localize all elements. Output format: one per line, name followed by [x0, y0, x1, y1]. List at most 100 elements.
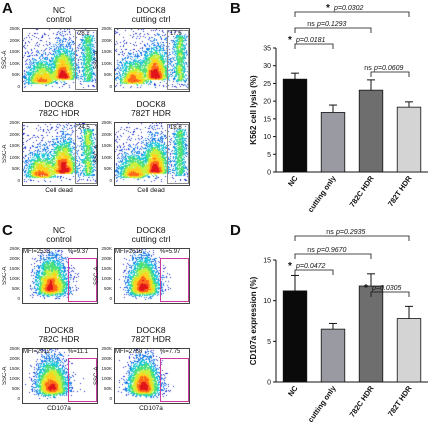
bar — [282, 78, 308, 173]
density-scatter — [23, 123, 97, 185]
gate-percentage: 24.5 — [78, 125, 90, 131]
flow-scatter-plot — [114, 28, 190, 92]
significance-bracket — [294, 43, 334, 49]
y-axis-title: SSC-A — [2, 266, 8, 285]
y-tick-label: 100K — [101, 60, 112, 66]
gate-rectangle — [159, 257, 189, 302]
x-tick-label: 782C HDR — [347, 174, 376, 209]
plot-title-line: control — [46, 14, 72, 24]
y-tick-label: 200K — [9, 356, 20, 361]
y-axis-title: SSC-A — [94, 144, 100, 163]
y-tick-label: 0 — [267, 380, 271, 387]
bar — [396, 106, 422, 173]
mfi-label: MFI=2768 — [115, 349, 143, 355]
y-tick-label: 100K — [9, 154, 20, 160]
plot-title-line: cutting ctrl — [131, 234, 171, 244]
plot-title-line: cutting ctrl — [131, 14, 171, 24]
significance-bracket — [294, 11, 410, 17]
significance-ns: ns — [307, 21, 315, 28]
y-tick-label: 200K — [101, 356, 112, 361]
y-tick-label: 150K — [101, 266, 112, 271]
y-tick-label: 100K — [101, 154, 112, 160]
bar — [282, 290, 308, 383]
y-tick-label: 0 — [109, 396, 112, 401]
y-axis-title: SSC-A — [94, 266, 100, 285]
significance-star: * — [288, 261, 292, 272]
y-tick-label: 100K — [9, 376, 20, 381]
y-tick-label: 15 — [263, 258, 271, 265]
y-tick-label: 150K — [9, 49, 20, 55]
significance-ns: ns — [364, 65, 372, 72]
gate-rectangle — [67, 357, 97, 402]
gate-rectangle — [75, 30, 97, 90]
y-tick-label: 15 — [263, 116, 271, 123]
bar — [358, 285, 384, 383]
plot-title-line: DOCK8 — [44, 325, 74, 335]
y-tick-label: 100K — [101, 376, 112, 381]
plot-title-line: 782T HDR — [131, 334, 171, 344]
bar — [320, 112, 346, 173]
y-tick-label: 200K — [9, 131, 20, 137]
gate-percentage: 28.2 — [78, 31, 90, 37]
p-value-label: p=0.9670 — [316, 247, 346, 254]
p-value-label: p=0.0609 — [373, 65, 403, 72]
percent-label: %=5.97 — [159, 249, 181, 255]
p-value-label: p=0.2935 — [335, 229, 365, 236]
flow-scatter-plot — [22, 248, 98, 304]
gate-rectangle — [167, 124, 189, 184]
y-tick-label: 250K — [101, 26, 112, 31]
y-tick-label: 0 — [109, 178, 112, 183]
plot-title-line: NC — [52, 225, 66, 235]
y-tick-label: 10 — [263, 298, 271, 305]
percent-label: %=11.1 — [67, 349, 88, 355]
p-value-label: p=0.0302 — [333, 5, 363, 12]
plot-title-line: DOCK8 — [136, 99, 166, 109]
x-axis-title: CD107a — [47, 405, 71, 412]
plot-title: DOCK8 782T HDR — [104, 326, 198, 344]
plot-title-line: DOCK8 — [44, 99, 74, 109]
plot-title-line: DOCK8 — [136, 325, 166, 335]
plot-title: NC control — [12, 6, 106, 24]
y-tick-label: 30 — [263, 63, 271, 70]
y-tick-label: 150K — [101, 366, 112, 371]
plot-title-line: control — [46, 234, 72, 244]
significance-bracket — [370, 71, 410, 77]
y-axis-title: SSC-A — [2, 144, 8, 163]
plot-title-line: 782C HDR — [38, 334, 80, 344]
significance-star: * — [364, 283, 368, 294]
plot-title-line: DOCK8 — [136, 225, 166, 235]
y-tick-label: 150K — [9, 366, 20, 371]
percent-label: %=7.75 — [159, 349, 181, 355]
panel-letter-c: C — [2, 222, 13, 239]
flow-scatter-plot — [114, 122, 190, 186]
mfi-label: MFI=2533 — [23, 249, 51, 255]
significance-star: * — [288, 35, 292, 46]
y-tick-label: 250K — [101, 120, 112, 125]
y-tick-label: 150K — [101, 49, 112, 55]
x-tick-label: 782C HDR — [347, 384, 376, 419]
plot-title-line: DOCK8 — [136, 5, 166, 15]
flow-scatter-plot — [114, 248, 190, 304]
y-tick-label: 50K — [103, 386, 112, 391]
gate-percentage: 18.8 — [170, 125, 182, 131]
panel-letter-a: A — [2, 0, 13, 17]
y-tick-label: 50K — [11, 72, 20, 78]
panel-d-bar-chart: 0 5 10 15 CD107a expression (%) NC cutting onl… — [249, 229, 428, 424]
significance-star: * — [326, 3, 330, 14]
y-tick-label: 50K — [11, 386, 20, 391]
significance-bracket — [294, 27, 372, 33]
y-axis-title: SSC-A — [94, 366, 100, 385]
gate-rectangle — [67, 257, 97, 302]
x-tick-label: cutting only — [306, 173, 338, 214]
x-axis-title: Cell dead — [137, 187, 165, 194]
gate-rectangle — [159, 357, 189, 402]
density-scatter — [23, 29, 97, 91]
y-tick-label: 250K — [9, 120, 20, 125]
x-tick-label: NC — [286, 384, 300, 399]
plot-title: NC control — [12, 226, 106, 244]
x-tick-label: NC — [286, 174, 300, 189]
y-tick-label: 25 — [263, 81, 271, 88]
y-tick-label: 200K — [9, 256, 20, 261]
y-axis-title: K562 cell lysis (%) — [249, 75, 258, 145]
gate-percentage: 17.6 — [170, 31, 182, 37]
